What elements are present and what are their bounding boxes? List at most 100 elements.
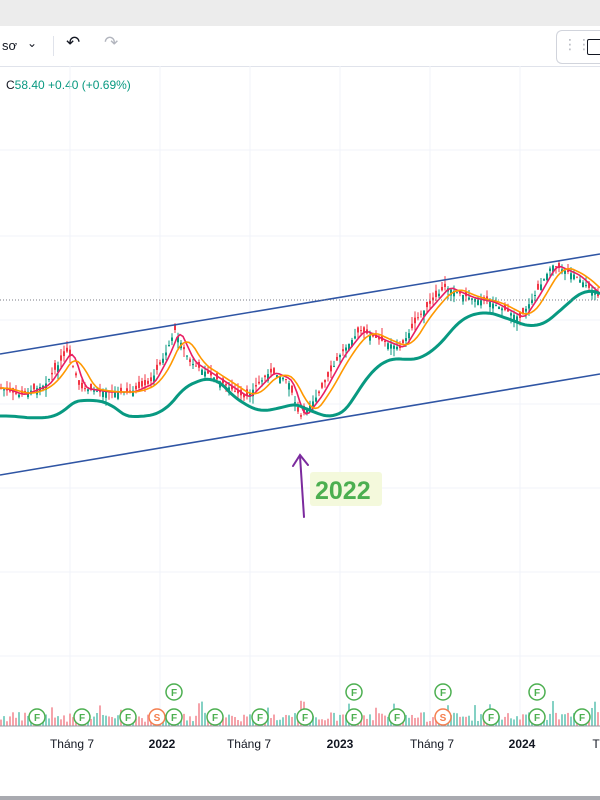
volume-bar [525, 714, 527, 726]
event-marker-label: F [351, 688, 357, 699]
candle-body [528, 304, 530, 309]
candle-body [390, 344, 392, 349]
square-icon[interactable] [587, 39, 600, 55]
candle-body [183, 347, 185, 350]
volume-bar [246, 716, 248, 726]
volume-bar [330, 712, 332, 726]
interval-label[interactable]: sơ [2, 38, 18, 53]
candle-body [177, 336, 179, 343]
event-marker-label: F [488, 713, 494, 724]
candle-body [552, 265, 554, 272]
x-axis-tick-label: 2022 [149, 737, 176, 751]
candle-body [126, 388, 128, 392]
volume-bar [276, 720, 278, 726]
candle-body [135, 385, 137, 390]
undo-icon[interactable]: ↶ [66, 33, 81, 52]
volume-bar [507, 713, 509, 726]
chevron-down-icon[interactable]: ⌄ [27, 36, 38, 50]
volume-bar [471, 720, 473, 726]
redo-icon[interactable]: ↷ [104, 33, 119, 52]
volume-bar [363, 715, 365, 726]
candle-body [570, 273, 572, 280]
volume-bar [324, 720, 326, 726]
event-marker [528, 683, 546, 701]
volume-bar [387, 716, 389, 726]
candle-body [309, 405, 311, 410]
candle-body [441, 286, 443, 291]
moving-average-line [0, 267, 600, 410]
volume-bar [279, 719, 281, 726]
chart-canvas[interactable]: 2022 F F F FF F F S F F F F F F S F F F Tháng 7 2022 Tháng… [0, 66, 600, 796]
volume-bar [468, 715, 470, 726]
event-marker-label: F [34, 713, 40, 724]
candle-body [165, 352, 167, 356]
candle-body [336, 356, 338, 361]
candle-body [174, 324, 176, 330]
volume-bar [501, 719, 503, 726]
volume-bar [204, 712, 206, 726]
x-axis: Tháng 7 2022 Tháng 7 2023 Tháng 7 2024 T [50, 737, 600, 751]
candle-body [279, 376, 281, 384]
volume-bar [546, 719, 548, 726]
candle-body [408, 333, 410, 339]
x-axis-tick-label: 2023 [327, 737, 354, 751]
candle-body [453, 290, 455, 297]
event-marker-label: F [79, 713, 85, 724]
candle-body [417, 317, 419, 319]
candle-body [333, 365, 335, 367]
candle-body [276, 375, 278, 378]
candle-body [405, 338, 407, 342]
volume-bar [243, 714, 245, 726]
volume-bar [588, 721, 590, 726]
volume-bar [186, 720, 188, 726]
candle-body [168, 345, 170, 346]
close-label: C [6, 78, 15, 92]
volume-bar [315, 717, 317, 726]
candle-body [525, 308, 527, 312]
annotation: 2022 [292, 453, 382, 518]
candle-body [102, 391, 104, 398]
candle-body [75, 373, 77, 376]
candle-body [444, 283, 446, 287]
event-marker [482, 708, 500, 726]
candle-body [582, 282, 584, 288]
candle-body [141, 381, 143, 387]
candle-body [66, 347, 68, 352]
volume-bar [225, 717, 227, 726]
volume-bar [138, 716, 140, 726]
volume-bar [21, 720, 23, 726]
candle-body [300, 415, 302, 417]
candle-body [492, 303, 494, 309]
volume-bar [381, 713, 383, 726]
volume-bar [459, 716, 461, 726]
candle-body [387, 343, 389, 350]
event-marker [119, 708, 137, 726]
candle-body [330, 365, 332, 372]
volume-bar [333, 712, 335, 726]
price-legend: C58.40 +0.40 (+0.69%) [6, 78, 131, 92]
candle-body [99, 391, 101, 393]
trend-channel [0, 253, 600, 476]
event-marker [345, 708, 363, 726]
candle-body [261, 380, 263, 382]
volume-bar [237, 719, 239, 726]
candle-body [378, 337, 380, 340]
volume-bar [249, 714, 251, 726]
event-marker [528, 708, 546, 726]
volume-bar [189, 716, 191, 726]
volume-bar [66, 721, 68, 726]
event-marker [165, 708, 183, 726]
candle-body [312, 401, 314, 407]
event-markers: F F F FF F F S F F F F F F S F F F [28, 683, 591, 726]
candle-body [210, 372, 212, 376]
event-marker [206, 708, 224, 726]
grip-icon[interactable]: ⋮⋮ [563, 36, 591, 52]
volume-bar [111, 716, 113, 726]
toolbar: sơ ⌄ ↶ ↷ ⋮⋮ [0, 26, 600, 67]
volume-bar [228, 714, 230, 726]
candle-body [48, 378, 50, 380]
volume-bar [195, 715, 197, 726]
volume-bar [198, 703, 200, 726]
candle-body [348, 343, 350, 351]
candle-body [369, 335, 371, 341]
